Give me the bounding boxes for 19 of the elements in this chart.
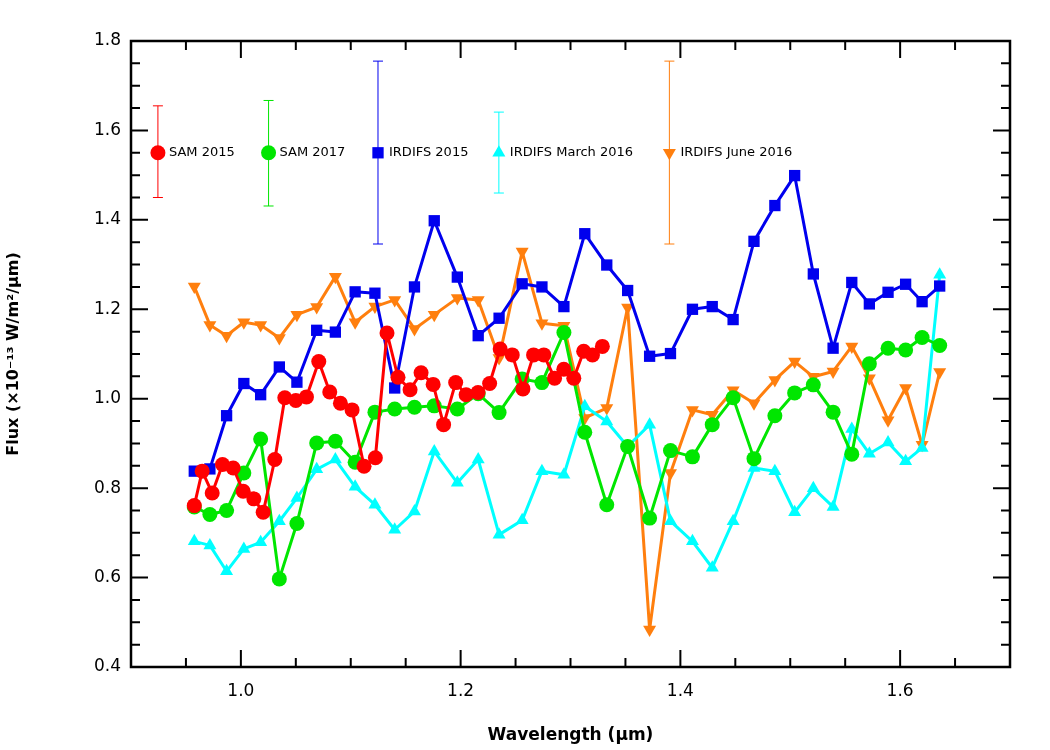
- y-tick-label: 1.2: [93, 297, 121, 318]
- y-tick-label: 1.4: [93, 208, 121, 229]
- y-tick-label: 0.4: [93, 655, 121, 676]
- series-label: IRDIFS March 2016: [509, 144, 634, 160]
- y-tick-label: 0.8: [93, 476, 121, 497]
- series-label: IRDIFS 2015: [389, 144, 469, 160]
- series-label: SAM 2015: [168, 144, 235, 160]
- x-axis-title: Wavelength (μm): [487, 724, 654, 745]
- y-tick-label: 0.6: [93, 565, 121, 586]
- x-tick-label: 1.0: [227, 679, 255, 700]
- y-axis-title: Flux (×10⁻¹³ W/m²/μm): [2, 252, 22, 456]
- series-label: IRDIFS June 2016: [680, 144, 793, 160]
- y-tick-label: 1.8: [93, 29, 121, 50]
- x-tick-label: 1.4: [666, 679, 694, 700]
- y-tick-label: 1.0: [93, 387, 121, 408]
- y-tick-label: 1.6: [93, 118, 121, 139]
- x-tick-label: 1.2: [447, 679, 475, 700]
- series-label: SAM 2017: [279, 144, 346, 160]
- x-tick-label: 1.6: [886, 679, 914, 700]
